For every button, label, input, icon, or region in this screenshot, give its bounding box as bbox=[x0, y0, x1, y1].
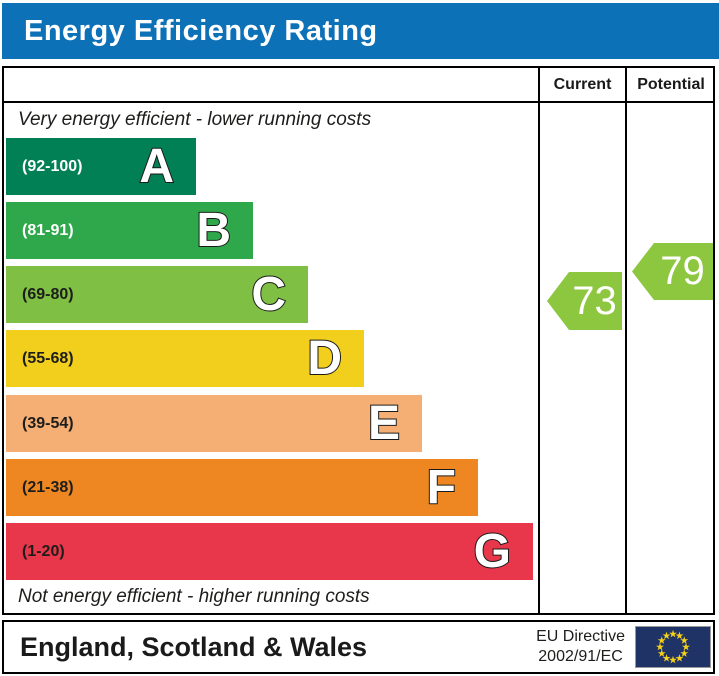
band-f-range: (21-38) bbox=[22, 478, 74, 496]
band-f-letter: F bbox=[426, 460, 457, 514]
region-label: England, Scotland & Wales bbox=[20, 631, 368, 662]
eu-directive-line2: 2002/91/EC bbox=[538, 648, 623, 665]
eu-flag-stars bbox=[656, 629, 690, 664]
page-title: Energy Efficiency Rating bbox=[24, 14, 378, 47]
current-rating-value: 73 bbox=[572, 278, 617, 323]
band-g-letter: G bbox=[473, 524, 512, 578]
eu-flag-icon bbox=[635, 626, 711, 668]
band-b-letter: B bbox=[195, 203, 232, 257]
header-row-divider bbox=[2, 101, 715, 103]
potential-column-header: Potential bbox=[637, 75, 705, 93]
column-divider-current-potential bbox=[625, 66, 627, 615]
bottom-caption: Not energy efficient - higher running co… bbox=[18, 586, 370, 607]
band-d-range: (55-68) bbox=[22, 349, 74, 367]
footer: England, Scotland & Wales EU Directive 2… bbox=[2, 620, 715, 674]
band-f: (21-38) F bbox=[6, 459, 478, 516]
band-c-letter: C bbox=[250, 267, 287, 321]
band-b: (81-91) B bbox=[6, 202, 253, 259]
band-e-letter: E bbox=[367, 396, 401, 450]
top-caption: Very energy efficient - lower running co… bbox=[18, 109, 372, 130]
band-a-range: (92-100) bbox=[22, 157, 83, 175]
band-g-range: (1-20) bbox=[22, 542, 65, 560]
title-bar: Energy Efficiency Rating bbox=[2, 3, 719, 59]
band-c: (69-80) C bbox=[6, 266, 308, 323]
eu-directive-text: EU Directive 2002/91/EC bbox=[536, 627, 625, 667]
current-column-header: Current bbox=[553, 75, 612, 93]
band-c-range: (69-80) bbox=[22, 285, 74, 303]
band-d-letter: D bbox=[306, 331, 343, 385]
band-a: (92-100) A bbox=[6, 138, 196, 195]
column-divider-main-current bbox=[538, 66, 540, 615]
band-e: (39-54) E bbox=[6, 395, 422, 452]
band-e-range: (39-54) bbox=[22, 414, 74, 432]
band-b-range: (81-91) bbox=[22, 221, 74, 239]
potential-rating-value: 79 bbox=[660, 249, 705, 293]
eu-directive-line1: EU Directive bbox=[536, 628, 625, 645]
band-g: (1-20) G bbox=[6, 523, 533, 580]
footer-right: EU Directive 2002/91/EC bbox=[536, 626, 713, 668]
band-d: (55-68) D bbox=[6, 330, 364, 387]
band-a-letter: A bbox=[138, 139, 175, 193]
